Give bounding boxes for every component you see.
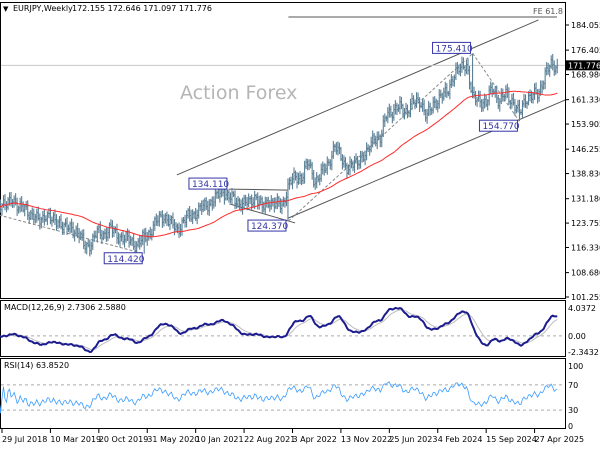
trendline-channel-upper (176, 19, 539, 176)
annotation-box (103, 252, 143, 265)
date-tick-label: 22 Aug 2021 (244, 435, 295, 444)
rsi-tick-label: 30 (568, 406, 578, 415)
trendline-correction-leg (472, 53, 520, 122)
price-tick-label: 138.830 (571, 170, 600, 179)
price-tick-label: 101.255 (571, 293, 600, 302)
rsi-tick-label: 70 (568, 381, 578, 390)
annotation-label: 124.370 (251, 222, 288, 232)
macd-tick-label: 4.0372 (568, 304, 596, 313)
trendline-up-leg (288, 53, 474, 222)
main-panel (0, 2, 566, 299)
date-tick-label: 29 Jul 2018 (2, 435, 47, 444)
date-tick-label: 3 Apr 2022 (292, 435, 336, 444)
date-tick-label: 4 Feb 2024 (438, 435, 483, 444)
symbol-label: EURJPY,Weekly (13, 4, 73, 13)
annotation-label: 154.770 (482, 122, 519, 132)
price-tick-label: 176.405 (571, 46, 600, 55)
ohlc-readout: 172.155 172.646 171.097 171.776 (72, 4, 212, 13)
last-price-label: 171.776 (568, 61, 600, 70)
date-tick-label: 31 May 2020 (147, 435, 199, 444)
watermark: Action Forex (180, 82, 297, 104)
price-tick-label: 108.680 (571, 269, 600, 278)
price-tick-label: 184.055 (571, 21, 600, 30)
menu-triangle-icon[interactable]: ▼ (3, 5, 9, 13)
rsi-tick-label: 0 (568, 422, 573, 431)
last-price-badge (566, 60, 600, 71)
date-tick-label: 27 Apr 2025 (535, 435, 584, 444)
date-tick-label: 20 Oct 2019 (99, 435, 148, 444)
rsi-tick-label: 100 (568, 362, 583, 371)
rsi-label: RSI(14) 63.8520 (4, 361, 69, 370)
annotation-label: 134.110 (192, 180, 229, 190)
macd-tick-label: -2.3432 (568, 348, 599, 357)
date-tick-label: 15 Sep 2024 (486, 435, 537, 444)
macd-line (0, 306, 558, 354)
trendline-triangle-upper (229, 188, 289, 191)
macd-label: MACD(12,26,9) 2.7306 2.5880 (4, 303, 126, 312)
date-tick-label: 10 Jan 2021 (196, 435, 244, 444)
annotation-box (478, 119, 518, 132)
annotation-box (188, 177, 228, 190)
price-tick-label: 131.180 (571, 195, 600, 204)
date-tick-label: 25 Jun 2023 (389, 435, 437, 444)
date-tick-label: 13 Nov 2022 (341, 435, 392, 444)
price-tick-label: 161.330 (571, 96, 600, 105)
price-tick-label: 168.980 (571, 71, 600, 80)
date-tick-label: 10 Mar 2019 (50, 435, 101, 444)
rsi-line (0, 381, 558, 414)
annotation-label: 175.410 (436, 44, 473, 54)
price-tick-label: 153.905 (571, 120, 600, 129)
rsi-panel (0, 358, 566, 429)
price-tick-label: 146.255 (571, 145, 600, 154)
macd-tick-label: 0.00 (568, 332, 586, 341)
fe-label: FE 61.8 (533, 7, 563, 16)
annotation-box (247, 219, 287, 232)
price-tick-label: 116.330 (571, 243, 600, 252)
annotation-box (432, 41, 472, 54)
annotation-label: 114.420 (107, 255, 144, 265)
price-tick-label: 123.755 (571, 219, 600, 228)
sma-line (0, 90, 558, 238)
